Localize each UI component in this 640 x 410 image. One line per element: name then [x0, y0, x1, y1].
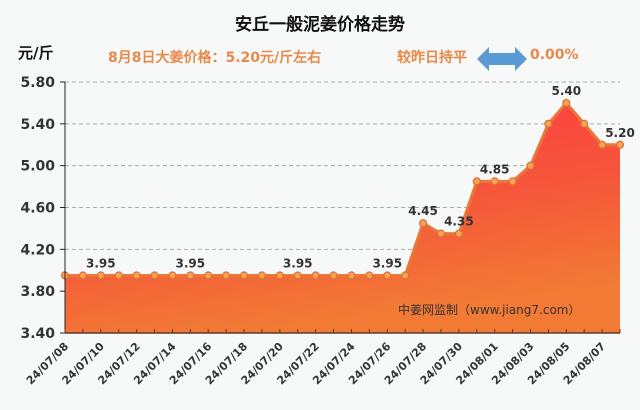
data-point	[293, 271, 302, 280]
data-point	[275, 271, 284, 280]
data-point	[418, 219, 428, 228]
data-point	[436, 229, 446, 238]
data-point	[526, 161, 535, 170]
data-label: 3.95	[372, 256, 402, 270]
data-label: 4.35	[444, 215, 474, 229]
y-tick-label: 3.40	[20, 326, 55, 342]
y-tick-label: 4.20	[20, 242, 55, 258]
data-point	[186, 271, 195, 280]
data-point	[239, 271, 249, 280]
price-area	[65, 102, 620, 334]
data-point	[508, 177, 517, 186]
data-point	[544, 119, 553, 128]
data-point	[401, 271, 410, 280]
data-point	[222, 271, 231, 280]
data-point	[562, 98, 571, 108]
data-label: 5.40	[551, 84, 581, 98]
compare-text: 较昨日持平	[397, 50, 467, 66]
data-point	[365, 271, 374, 280]
data-label: 5.20	[605, 126, 635, 140]
double-arrow-icon	[477, 47, 527, 71]
watermark: 中姜网监制（www.jiang7.com）	[398, 302, 580, 317]
y-tick-label: 5.00	[20, 159, 55, 175]
data-point	[132, 271, 141, 280]
data-label: 3.95	[283, 256, 313, 270]
y-tick-label: 5.40	[20, 117, 55, 133]
data-label: 3.95	[176, 256, 206, 270]
change-percent: 0.00%	[530, 47, 579, 63]
data-point	[347, 271, 356, 280]
y-axis-unit: 元/斤	[18, 44, 54, 62]
data-point	[383, 271, 392, 280]
data-point	[78, 271, 88, 280]
data-point	[204, 271, 213, 280]
data-point	[597, 140, 607, 149]
data-point	[329, 271, 338, 280]
data-point	[311, 271, 320, 280]
data-label: 4.85	[480, 162, 510, 176]
data-label: 3.95	[86, 256, 116, 270]
data-point	[150, 271, 159, 280]
data-point	[472, 177, 481, 186]
data-point	[580, 119, 589, 128]
data-point	[96, 271, 105, 280]
price-summary: 8月8日大姜价格：5.20元/斤左右	[108, 50, 322, 66]
data-point	[168, 271, 177, 280]
y-tick-label: 4.60	[20, 201, 55, 217]
data-point	[454, 229, 463, 238]
chart-title: 安丘一般泥姜价格走势	[235, 15, 405, 35]
data-point	[615, 140, 625, 149]
y-tick-label: 5.80	[20, 75, 55, 91]
data-point	[257, 271, 267, 280]
y-tick-label: 3.80	[20, 284, 55, 300]
data-label: 4.45	[408, 204, 438, 218]
data-point	[114, 271, 123, 280]
data-point	[490, 177, 499, 186]
